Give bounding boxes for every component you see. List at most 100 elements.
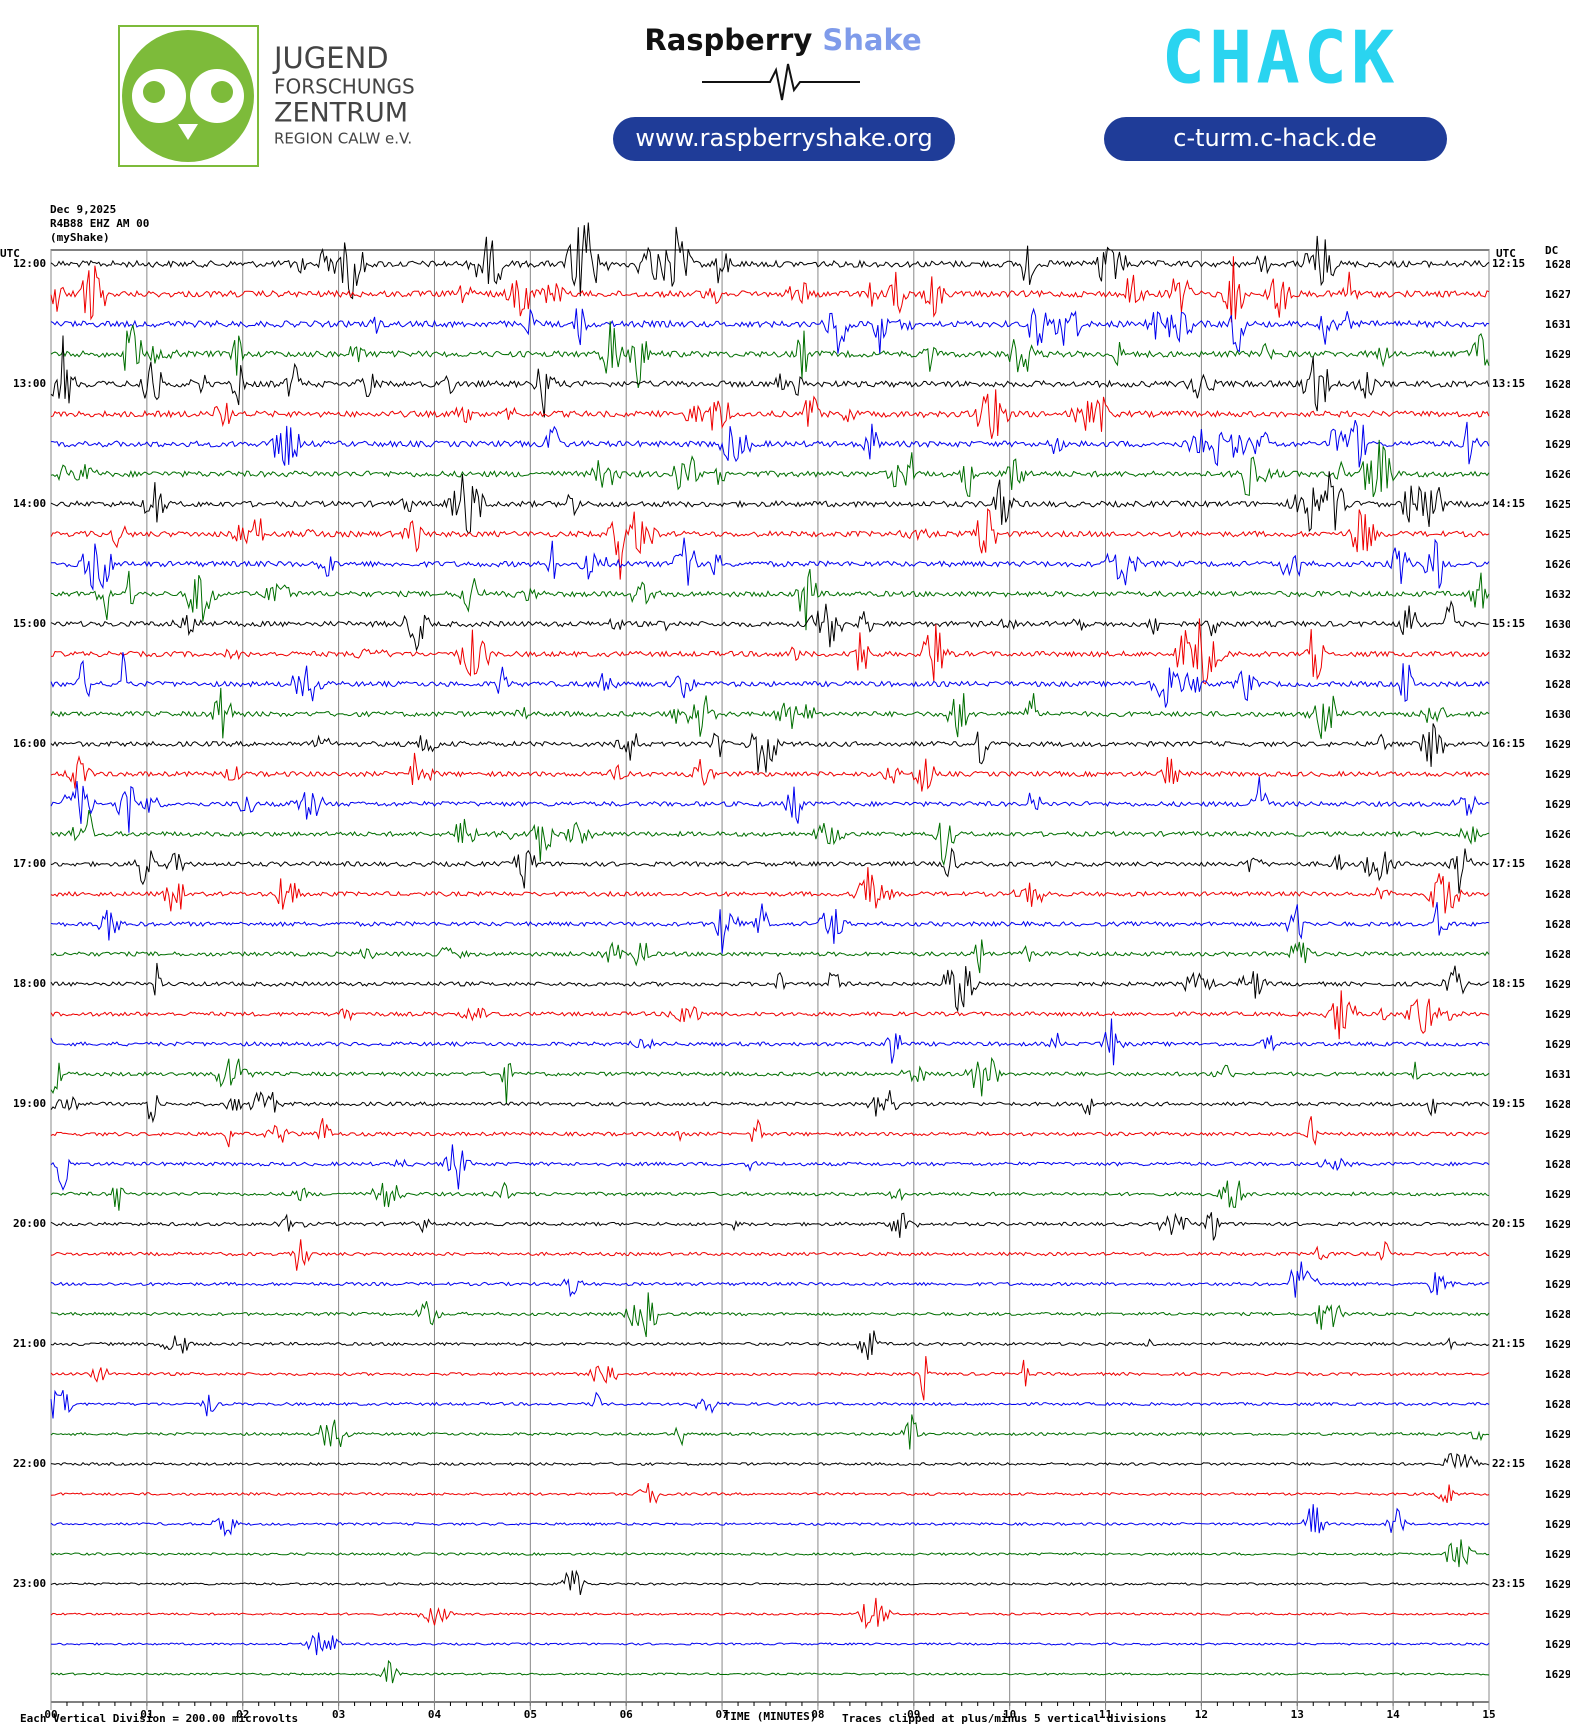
trace (50, 1056, 1490, 1105)
dc-value: 16292 (1545, 1488, 1570, 1501)
dc-value: 16297 (1545, 738, 1570, 751)
trace (50, 1504, 1490, 1537)
dc-value: 16292 (1545, 798, 1570, 811)
dc-value: 16289 (1545, 1368, 1570, 1381)
trace (51, 537, 1490, 592)
x-tick-label: 14 (1387, 1708, 1401, 1721)
dc-value: 16287 (1545, 258, 1570, 271)
trace (50, 508, 1490, 580)
chack-logo: CHACK c-turm.c-hack.de (1104, 16, 1447, 161)
trace (50, 389, 1490, 439)
x-tick-label: 07 (715, 1708, 728, 1721)
trace (50, 1239, 1490, 1271)
time-label-right: 20:15 (1492, 1217, 1525, 1230)
trace (50, 723, 1490, 773)
time-label-right: 16:15 (1492, 737, 1525, 750)
x-tick-label: 03 (332, 1708, 345, 1721)
time-label-right: 18:15 (1492, 977, 1525, 990)
trace (50, 902, 1490, 954)
trace (50, 307, 1490, 355)
trace (50, 1292, 1490, 1338)
time-label-left: 20:00 (13, 1217, 46, 1230)
logo-text: ZENTRUM (274, 98, 408, 129)
dc-value: 16307 (1545, 708, 1570, 721)
dc-value: 16292 (1545, 1278, 1570, 1291)
trace (50, 1482, 1490, 1505)
trace (50, 321, 1490, 389)
dc-value: 16293 (1545, 1128, 1570, 1141)
rs-logo: Raspberry Shake www.raspberryshake.org (613, 23, 955, 161)
dc-value: 16283 (1545, 858, 1570, 871)
dc-value: 16286 (1545, 918, 1570, 931)
dc-value: 16284 (1545, 888, 1570, 901)
dc-value: 16266 (1545, 828, 1570, 841)
time-label-left: 16:00 (13, 737, 46, 750)
x-tick-label: 08 (811, 1708, 824, 1721)
logo-wave (702, 63, 860, 101)
trace (50, 1539, 1490, 1568)
trace (50, 809, 1490, 867)
trace (50, 1144, 1490, 1191)
brand-part: Shake (822, 23, 921, 57)
trace (50, 335, 1490, 418)
dc-value: 16297 (1545, 768, 1570, 781)
logo-text: REGION CALW e.V. (274, 130, 412, 148)
trace (50, 1659, 1490, 1684)
time-label-left: 13:00 (13, 377, 46, 390)
trace (50, 568, 1490, 631)
dc-value: 16257 (1545, 498, 1570, 511)
trace (50, 599, 1490, 652)
trace (50, 471, 1490, 535)
time-label-right: 15:15 (1492, 617, 1525, 630)
trace (50, 687, 1490, 739)
brand-part: Raspberry (644, 23, 812, 57)
time-label-left: 14:00 (13, 497, 46, 510)
trace (50, 776, 1490, 833)
station: R4B88 EHZ AM 00 (50, 217, 149, 230)
x-tick-label: 11 (1099, 1708, 1113, 1721)
dc-label: DC (1545, 244, 1558, 257)
dc-value: 16292 (1545, 1428, 1570, 1441)
dc-value: 16278 (1545, 288, 1570, 301)
jfz-logo: JUGEND FORSCHUNGS ZENTRUM REGION CALW e.… (118, 25, 415, 167)
trace (50, 652, 1490, 708)
dc-value: 16299 (1545, 438, 1570, 451)
trace (50, 1330, 1490, 1360)
owl-beak (178, 124, 198, 140)
dc-value: 16294 (1545, 1008, 1570, 1021)
dc-value: 16286 (1545, 1398, 1570, 1411)
dc-value: 16319 (1545, 1068, 1570, 1081)
date: Dec 9,2025 (50, 203, 116, 216)
trace (50, 1569, 1490, 1596)
logo-text: JUGEND (272, 41, 389, 75)
x-tick-label: 02 (236, 1708, 249, 1721)
trace (50, 439, 1490, 498)
scale-note: Each Vertical Division = 200.00 microvol… (20, 1712, 298, 1725)
dc-value: 16290 (1545, 1218, 1570, 1231)
url-pill (613, 117, 955, 161)
owl-pupil (211, 81, 233, 103)
dc-value: 16288 (1545, 1098, 1570, 1111)
trace (50, 1632, 1490, 1656)
dc-value: 16293 (1545, 1548, 1570, 1561)
x-tick-label: 01 (140, 1708, 154, 1721)
x-tick-label: 13 (1291, 1708, 1304, 1721)
dc-value: 16283 (1545, 378, 1570, 391)
trace (50, 1212, 1490, 1241)
x-tick-label: 10 (1003, 1708, 1016, 1721)
dc-value: 16290 (1545, 348, 1570, 361)
x-axis-label: TIME (MINUTES) (724, 1710, 817, 1723)
dc-value: 16293 (1545, 978, 1570, 991)
owl (122, 30, 254, 162)
time-label-right: 21:15 (1492, 1337, 1525, 1350)
dc-value: 16290 (1545, 1248, 1570, 1261)
x-tick-label: 06 (620, 1708, 634, 1721)
chack-text: CHACK (1162, 16, 1399, 100)
dc-value: 16316 (1545, 318, 1570, 331)
time-label-left: 19:00 (13, 1097, 46, 1110)
dc-value: 16259 (1545, 528, 1570, 541)
time-label-right: 14:15 (1492, 497, 1525, 510)
dc-value: 16293 (1545, 1038, 1570, 1051)
dc-value: 16294 (1545, 1608, 1570, 1621)
